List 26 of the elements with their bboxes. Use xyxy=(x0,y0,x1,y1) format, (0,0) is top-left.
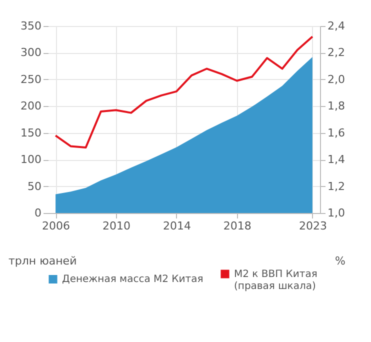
y2-tick-label: 1,4 xyxy=(328,153,345,166)
y2-tick-label: 2,4 xyxy=(328,20,345,32)
y2-axis-title: % xyxy=(335,254,346,268)
line-series xyxy=(54,36,314,149)
legend-label: М2 к ВВП Китая (правая шкала) xyxy=(234,269,318,292)
y2-tick-label: 2,0 xyxy=(328,72,345,86)
y-tick-label: 50 xyxy=(28,180,42,193)
y2-tick-label: 1,2 xyxy=(328,180,345,193)
x-tick-label: 2023 xyxy=(298,220,327,232)
y-tick-label: 200 xyxy=(20,100,42,113)
y2-tick-label: 1,6 xyxy=(328,126,345,140)
y2-tick-label: 1,0 xyxy=(328,206,345,220)
y-tick-label: 350 xyxy=(20,20,42,32)
x-tick-label: 2006 xyxy=(42,220,70,232)
y2-tick-label: 1,8 xyxy=(328,100,345,113)
x-tick-label: 2010 xyxy=(102,220,130,232)
y-tick-label: 150 xyxy=(20,126,42,140)
y-tick-label: 250 xyxy=(20,72,42,86)
y-tick-label: 100 xyxy=(20,153,42,166)
y-axis-title: трлн юаней xyxy=(8,254,77,268)
legend-label: Денежная масса М2 Китая xyxy=(62,274,204,286)
y-tick-label: 0 xyxy=(34,206,42,220)
y2-tick-label: 2,2 xyxy=(328,46,345,60)
x-tick-label: 2014 xyxy=(162,220,191,232)
x-tick-label: 2018 xyxy=(223,220,252,232)
y-tick-label: 300 xyxy=(20,46,42,60)
